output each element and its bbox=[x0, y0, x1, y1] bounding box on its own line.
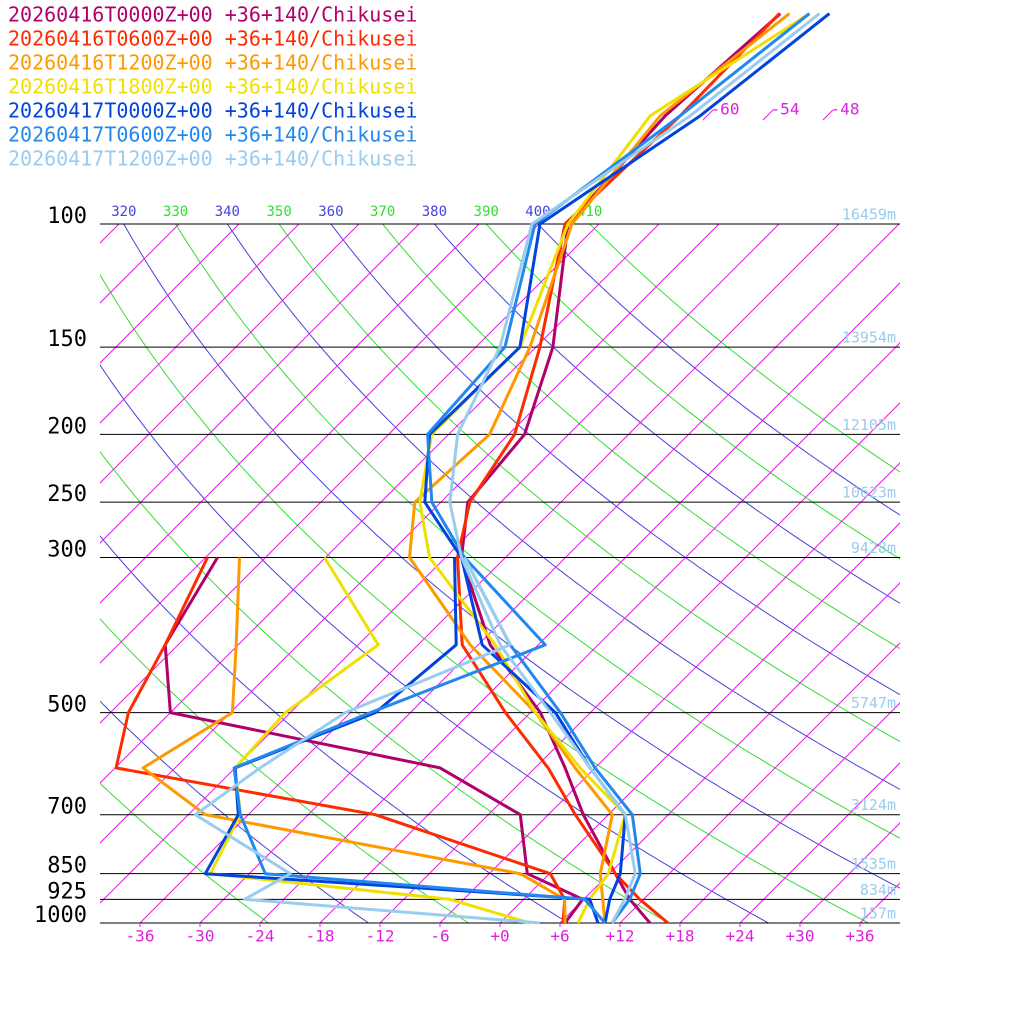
x-tick-label: -36 bbox=[126, 927, 155, 946]
isotherm bbox=[439, 462, 900, 923]
isotherm bbox=[100, 224, 300, 424]
dewpoint-line bbox=[163, 556, 585, 924]
x-tick-label: +30 bbox=[786, 927, 815, 946]
legend-entry: 20260417T0000Z+00 +36+140/Chikusei bbox=[8, 99, 417, 123]
isotherm bbox=[679, 702, 900, 923]
x-tick-label: +6 bbox=[550, 927, 569, 946]
legend-entry: 20260417T1200Z+00 +36+140/Chikusei bbox=[8, 147, 417, 171]
lines-layer bbox=[114, 12, 831, 925]
x-tick-label: -6 bbox=[430, 927, 449, 946]
dewpoint-line bbox=[114, 556, 567, 924]
isotherm bbox=[379, 402, 900, 923]
x-tick-label: +24 bbox=[726, 927, 755, 946]
height-label: 13954m bbox=[842, 329, 896, 347]
isotherm bbox=[100, 224, 480, 604]
temperature-line bbox=[448, 12, 821, 924]
dry-adiabat bbox=[175, 224, 900, 839]
isotherm-label: -48 bbox=[831, 100, 860, 119]
y-tick-label: 925 bbox=[47, 879, 87, 904]
isotherm bbox=[100, 224, 240, 364]
isotherm bbox=[619, 642, 900, 923]
dry-adiabat bbox=[589, 224, 900, 473]
y-tick-label: 850 bbox=[47, 854, 87, 879]
y-tick-label: 150 bbox=[47, 327, 87, 352]
x-tick-label: -18 bbox=[306, 927, 335, 946]
adiabat-label: 380 bbox=[422, 204, 447, 220]
adiabat-label: 320 bbox=[111, 204, 136, 220]
isotherm-label: -60 bbox=[711, 100, 740, 119]
temperature-line bbox=[426, 12, 811, 924]
height-label: 16459m bbox=[842, 206, 896, 224]
dewpoint-line bbox=[232, 556, 607, 924]
x-tick-label: +12 bbox=[606, 927, 635, 946]
isotherm-label: -54 bbox=[771, 100, 800, 119]
height-label: 157m bbox=[860, 905, 896, 923]
adiabat-label: 370 bbox=[370, 204, 395, 220]
legend-entry: 20260417T0600Z+00 +36+140/Chikusei bbox=[8, 123, 417, 147]
dry-adiabat bbox=[278, 224, 900, 743]
legend-entry: 20260416T0600Z+00 +36+140/Chikusei bbox=[8, 27, 417, 51]
adiabat-label: 400 bbox=[525, 204, 550, 220]
height-label: 3124m bbox=[851, 796, 896, 814]
dry-adiabat bbox=[330, 224, 900, 696]
axes-layer: 320 330 340 350 360 370 380 390 400 410-60 -54 -481… bbox=[34, 100, 900, 946]
isotherm bbox=[100, 224, 360, 484]
height-label: 834m bbox=[860, 881, 896, 899]
y-tick-label: 700 bbox=[47, 795, 87, 820]
y-tick-label: 200 bbox=[47, 414, 87, 439]
legend-entry: 20260416T1800Z+00 +36+140/Chikusei bbox=[8, 75, 417, 99]
isotherm bbox=[199, 224, 900, 923]
temperature-line bbox=[418, 12, 811, 924]
isotherm bbox=[139, 224, 840, 923]
x-tick-label: -12 bbox=[366, 927, 395, 946]
legend-entry: 20260416T0000Z+00 +36+140/Chikusei bbox=[8, 3, 417, 27]
y-tick-label: 100 bbox=[47, 204, 87, 229]
isotherm bbox=[100, 224, 600, 724]
isotherm bbox=[739, 762, 900, 923]
y-tick-label: 500 bbox=[47, 693, 87, 718]
y-tick-label: 250 bbox=[47, 482, 87, 507]
temperature-line bbox=[456, 12, 781, 925]
isotherm bbox=[100, 224, 180, 304]
height-label: 1535m bbox=[851, 855, 896, 873]
legend: 20260416T0000Z+00 +36+140/Chikusei202604… bbox=[8, 3, 417, 171]
isotherm bbox=[799, 822, 900, 923]
isotherm-tick bbox=[702, 109, 714, 121]
dewpoint-line bbox=[193, 556, 541, 925]
isotherm bbox=[559, 582, 900, 923]
isotherm-tick bbox=[822, 109, 834, 121]
dewpoint-line bbox=[141, 557, 567, 924]
adiabat-label: 390 bbox=[474, 204, 499, 220]
isotherm bbox=[259, 282, 900, 923]
isotherm bbox=[100, 224, 540, 664]
height-label: 12105m bbox=[842, 416, 896, 434]
isotherm bbox=[100, 224, 660, 784]
temperature-line bbox=[423, 12, 831, 924]
x-tick-label: +0 bbox=[490, 927, 509, 946]
dry-adiabat bbox=[485, 224, 900, 560]
legend-entry: 20260416T1200Z+00 +36+140/Chikusei bbox=[8, 51, 417, 75]
isotherm bbox=[100, 224, 780, 904]
adiabat-label: 330 bbox=[163, 204, 188, 220]
x-tick-label: +36 bbox=[846, 927, 875, 946]
temperature-line bbox=[460, 12, 782, 924]
adiabat-label: 360 bbox=[318, 204, 343, 220]
y-tick-label: 300 bbox=[47, 538, 87, 563]
adiabat-label: 340 bbox=[215, 204, 240, 220]
isotherm bbox=[100, 224, 420, 544]
y-tick-label: 1000 bbox=[34, 903, 87, 928]
isotherm-tick bbox=[762, 109, 774, 121]
height-label: 10623m bbox=[842, 484, 896, 502]
height-label: 5747m bbox=[851, 694, 896, 712]
isotherm bbox=[319, 342, 900, 923]
x-tick-label: +18 bbox=[666, 927, 695, 946]
x-tick-label: -30 bbox=[186, 927, 215, 946]
height-label: 9428m bbox=[851, 539, 896, 557]
temperature-line bbox=[408, 12, 791, 924]
adiabat-label: 350 bbox=[266, 204, 291, 220]
isotherm bbox=[100, 224, 720, 844]
x-tick-label: -24 bbox=[246, 927, 275, 946]
